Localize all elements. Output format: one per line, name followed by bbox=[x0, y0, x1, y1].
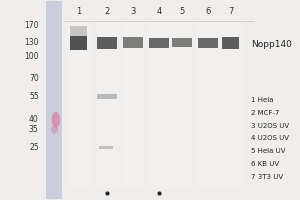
FancyBboxPatch shape bbox=[172, 38, 192, 47]
Text: 6 KB UV: 6 KB UV bbox=[251, 161, 279, 167]
FancyBboxPatch shape bbox=[70, 36, 87, 50]
Text: 6: 6 bbox=[205, 7, 210, 16]
Text: 1 Hela: 1 Hela bbox=[251, 97, 273, 103]
Text: 7 3T3 UV: 7 3T3 UV bbox=[251, 174, 283, 180]
Text: 70: 70 bbox=[29, 74, 39, 83]
FancyBboxPatch shape bbox=[170, 21, 194, 189]
Ellipse shape bbox=[52, 112, 60, 128]
Text: 4 U2OS UV: 4 U2OS UV bbox=[251, 135, 289, 141]
FancyBboxPatch shape bbox=[99, 146, 113, 149]
Text: 7: 7 bbox=[228, 7, 233, 16]
Text: 40: 40 bbox=[29, 115, 39, 124]
Text: 55: 55 bbox=[29, 92, 39, 101]
FancyBboxPatch shape bbox=[46, 1, 62, 199]
FancyBboxPatch shape bbox=[98, 94, 118, 99]
Text: 35: 35 bbox=[29, 125, 39, 134]
Text: 3: 3 bbox=[130, 7, 136, 16]
FancyBboxPatch shape bbox=[196, 21, 219, 189]
Text: 25: 25 bbox=[29, 143, 39, 152]
FancyBboxPatch shape bbox=[96, 21, 119, 189]
FancyBboxPatch shape bbox=[198, 38, 218, 48]
Text: 3 U2OS UV: 3 U2OS UV bbox=[251, 123, 289, 129]
FancyBboxPatch shape bbox=[122, 21, 145, 189]
Text: 1: 1 bbox=[76, 7, 81, 16]
FancyBboxPatch shape bbox=[148, 21, 170, 189]
Text: 2 MCF-7: 2 MCF-7 bbox=[251, 110, 279, 116]
Text: 130: 130 bbox=[24, 38, 39, 47]
FancyBboxPatch shape bbox=[70, 26, 87, 36]
FancyBboxPatch shape bbox=[46, 1, 62, 199]
FancyBboxPatch shape bbox=[149, 38, 169, 48]
Ellipse shape bbox=[51, 126, 58, 134]
Text: 2: 2 bbox=[105, 7, 110, 16]
Text: 5: 5 bbox=[179, 7, 184, 16]
FancyBboxPatch shape bbox=[222, 37, 239, 49]
Text: 5 Hela UV: 5 Hela UV bbox=[251, 148, 285, 154]
FancyBboxPatch shape bbox=[98, 37, 118, 49]
Text: 4: 4 bbox=[156, 7, 162, 16]
FancyBboxPatch shape bbox=[123, 37, 143, 48]
Text: 170: 170 bbox=[24, 21, 39, 30]
Text: Nopp140: Nopp140 bbox=[251, 40, 292, 49]
FancyBboxPatch shape bbox=[219, 21, 242, 189]
Text: 100: 100 bbox=[24, 52, 39, 61]
FancyBboxPatch shape bbox=[67, 21, 90, 189]
